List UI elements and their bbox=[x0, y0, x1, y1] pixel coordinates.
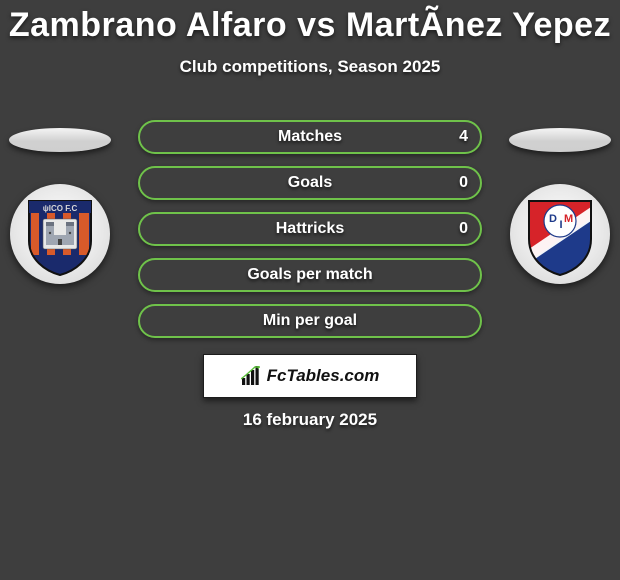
stat-label: Goals bbox=[288, 174, 332, 192]
stat-pill-goals: Goals 0 bbox=[138, 166, 482, 200]
stats-pill-list: Matches 4 Goals 0 Hattricks 0 Goals per … bbox=[138, 120, 482, 338]
player-left-club-badge: ψICO F.C bbox=[10, 184, 110, 284]
stat-pill-hattricks: Hattricks 0 bbox=[138, 212, 482, 246]
club-badge-left-icon: ψICO F.C bbox=[17, 191, 103, 277]
stat-label: Min per goal bbox=[263, 312, 357, 330]
stat-label: Goals per match bbox=[247, 266, 372, 284]
player-right-column: D I M bbox=[504, 128, 616, 284]
footer-date: 16 february 2025 bbox=[0, 410, 620, 430]
club-badge-right-letter-m: M bbox=[564, 213, 573, 225]
stat-right-value: 0 bbox=[459, 220, 468, 238]
player-left-column: ψICO F.C bbox=[4, 128, 116, 284]
stat-label: Hattricks bbox=[276, 220, 344, 238]
brand-text: FcTables.com bbox=[267, 366, 380, 386]
player-left-name-ellipse bbox=[9, 128, 111, 152]
club-badge-right-letter-i: I bbox=[559, 219, 562, 231]
stat-label: Matches bbox=[278, 128, 342, 146]
stat-pill-min-per-goal: Min per goal bbox=[138, 304, 482, 338]
stat-pill-goals-per-match: Goals per match bbox=[138, 258, 482, 292]
brand-card[interactable]: FcTables.com bbox=[203, 354, 417, 398]
page-subtitle: Club competitions, Season 2025 bbox=[0, 57, 620, 77]
page-title: Zambrano Alfaro vs MartÃ­nez Yepez bbox=[0, 0, 620, 45]
stat-right-value: 0 bbox=[459, 174, 468, 192]
bar-chart-icon bbox=[241, 366, 263, 386]
club-badge-right-letter-d: D bbox=[549, 213, 557, 225]
stat-pill-matches: Matches 4 bbox=[138, 120, 482, 154]
club-badge-left-text: ψICO F.C bbox=[43, 204, 78, 213]
player-right-name-ellipse bbox=[509, 128, 611, 152]
stat-right-value: 4 bbox=[459, 128, 468, 146]
club-badge-right-icon: D I M bbox=[517, 191, 603, 277]
player-right-club-badge: D I M bbox=[510, 184, 610, 284]
